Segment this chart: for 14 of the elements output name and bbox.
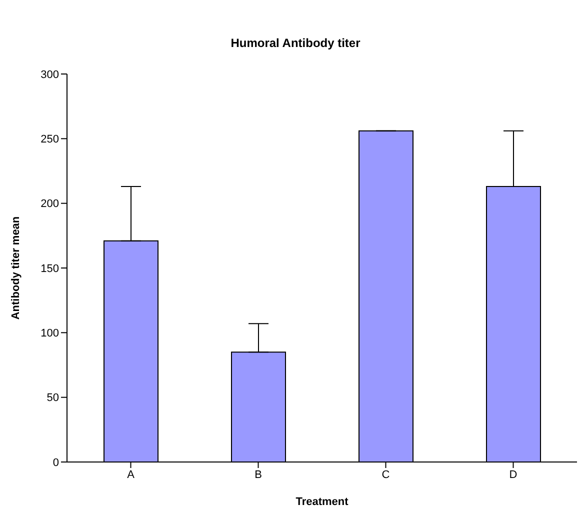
x-tick-label: B <box>254 468 262 481</box>
x-tick-label: A <box>127 468 136 481</box>
x-tick-label: D <box>509 468 518 481</box>
y-tick-label: 250 <box>40 134 59 146</box>
x-axis-title: Treatment <box>296 496 349 508</box>
y-tick-label: 200 <box>40 198 59 210</box>
y-axis-title: Antibody titer mean <box>10 216 22 320</box>
y-tick-label: 100 <box>40 328 59 340</box>
y-tick-label: 150 <box>40 262 59 275</box>
y-tick-label: 300 <box>40 68 59 81</box>
y-tick-label: 50 <box>46 392 59 404</box>
chart-title: Humoral Antibody titer <box>230 36 362 50</box>
y-tick-label: 0 <box>52 456 59 469</box>
x-tick-label: C <box>382 468 390 481</box>
